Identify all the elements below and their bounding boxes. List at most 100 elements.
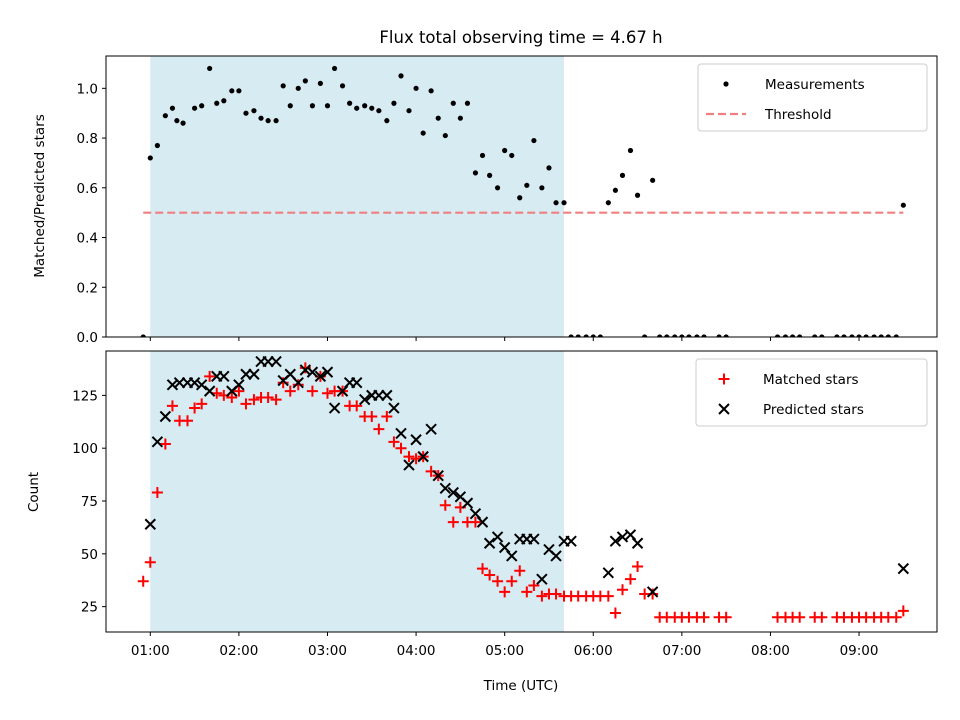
measurements-point	[642, 334, 648, 337]
measurements-point	[280, 83, 286, 89]
matched-stars-point	[373, 423, 385, 435]
measurements-point	[553, 200, 559, 206]
measurements-point	[339, 83, 346, 89]
matched-stars-point	[189, 402, 201, 414]
matched-stars-point	[388, 436, 400, 448]
measurements-point	[162, 113, 168, 119]
predicted-stars-point	[395, 427, 407, 440]
predicted-stars-point	[491, 531, 504, 543]
xtick-label: 09:00	[840, 643, 879, 659]
matched-stars-point	[794, 611, 806, 623]
matched-stars-point	[292, 379, 304, 391]
xtick-label: 03:00	[308, 643, 347, 659]
measurements-point	[180, 120, 186, 126]
measurements-point	[420, 130, 426, 136]
measurements-point	[893, 334, 899, 337]
measurements-point	[900, 202, 906, 208]
predicted-stars-point	[439, 482, 452, 495]
measurements-point	[251, 108, 257, 114]
measurements-point	[398, 73, 404, 79]
matched-stars-point	[528, 580, 540, 592]
measurements-point	[531, 137, 537, 144]
measurements-point	[331, 65, 338, 72]
matched-stars-point	[499, 586, 511, 598]
measurements-point	[199, 103, 205, 109]
measurements-point	[309, 103, 316, 109]
measurements-point	[539, 185, 545, 191]
measurements-point	[612, 187, 619, 193]
xtick-label: 04:00	[397, 643, 436, 659]
measurements-point	[834, 334, 840, 337]
matched-stars-point	[550, 588, 562, 600]
measurements-point	[273, 118, 279, 124]
measurements-point	[664, 334, 670, 337]
measurements-point	[716, 334, 722, 337]
predicted-stars-point	[565, 535, 577, 547]
top-axes-frame	[105, 55, 938, 338]
top-y-axis-label: Matched/Predicted stars	[32, 114, 48, 277]
matched-stars-point	[306, 385, 318, 397]
measurements-point	[583, 334, 589, 337]
top-ytick-label: 0.4	[77, 231, 98, 247]
matched-stars-point	[506, 575, 518, 587]
xtick-label: 01:00	[131, 643, 170, 659]
measurements-point	[679, 334, 685, 337]
bottom-ytick-label: 75	[81, 494, 98, 510]
top-observing-window	[150, 56, 565, 337]
top-legend-box	[697, 63, 928, 132]
top-ytick-label: 0.8	[77, 131, 98, 147]
legend-label: Measurements	[765, 77, 865, 93]
xtick-label: 06:00	[574, 643, 613, 659]
top-ytick-label: 0.0	[77, 330, 98, 346]
measurements-point	[191, 105, 198, 111]
matched-stars-point	[395, 442, 407, 454]
measurements-point	[657, 334, 663, 337]
predicted-stars-point	[328, 402, 341, 414]
matched-stars-point	[204, 370, 216, 382]
measurements-point	[169, 105, 176, 111]
matched-stars-point	[477, 563, 489, 575]
measurements-point	[524, 182, 530, 188]
predicted-stars-point	[381, 389, 393, 402]
measurements-point	[494, 185, 501, 191]
predicted-stars-point	[188, 376, 201, 389]
predicted-stars-point	[351, 376, 363, 389]
top-legend: Measurements Threshold	[697, 63, 928, 132]
matched-stars-point	[226, 391, 238, 403]
predicted-stars-point	[536, 573, 548, 585]
predicted-stars-point	[403, 459, 415, 471]
matched-stars-point	[897, 605, 909, 617]
bottom-axes-frame	[105, 350, 938, 633]
measurements-point	[871, 334, 877, 337]
measurements-point	[413, 85, 419, 91]
legend-label: Matched stars	[763, 372, 859, 388]
matched-stars-point	[248, 394, 260, 406]
bottom-ytick-label: 50	[81, 547, 98, 563]
measurements-point	[457, 115, 463, 121]
matched-stars-point	[182, 415, 194, 427]
predicted-stars-point	[476, 516, 489, 528]
measurements-point	[856, 334, 862, 337]
measurements-point	[797, 334, 803, 337]
matched-stars-point	[144, 556, 156, 568]
top-ytick-label: 1.0	[77, 81, 98, 97]
measurements-point	[885, 334, 891, 337]
xtick-label: 05:00	[485, 643, 524, 659]
top-ytick-label: 0.2	[77, 280, 98, 296]
matched-stars-point	[351, 400, 363, 412]
matched-stars-point	[720, 611, 732, 623]
measurements-point	[479, 152, 486, 159]
bottom-marks	[137, 355, 910, 623]
matched-stars-point	[647, 588, 659, 600]
matched-stars-point	[602, 590, 614, 602]
measurements-point	[561, 200, 567, 206]
measurements-point	[723, 334, 729, 337]
matched-stars-point	[698, 611, 710, 623]
measurements-point	[502, 147, 508, 154]
predicted-stars-point	[447, 486, 459, 499]
measurements-point	[324, 103, 331, 109]
matched-stars-point	[270, 394, 282, 406]
measurements-point	[236, 88, 242, 94]
measurements-point	[878, 334, 884, 337]
